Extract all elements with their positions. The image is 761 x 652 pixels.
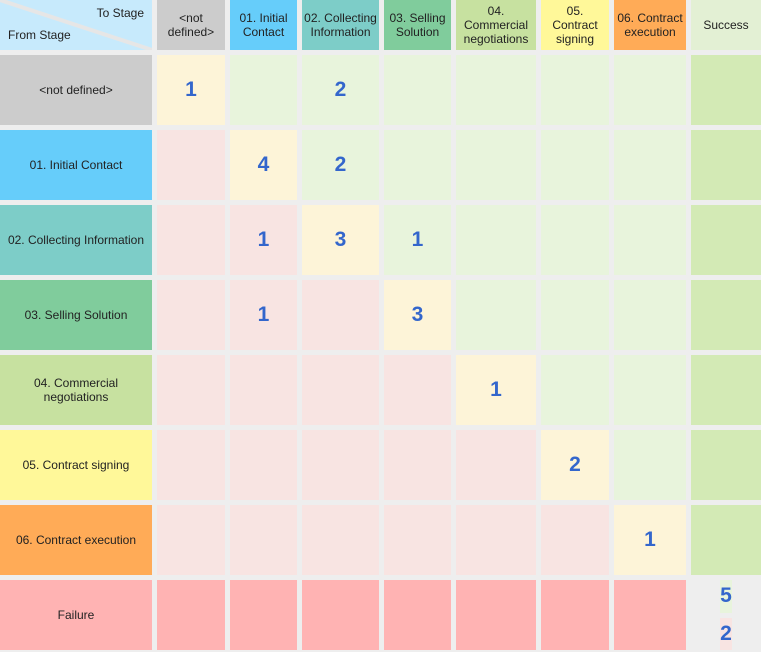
matrix-cell[interactable] bbox=[541, 130, 609, 200]
matrix-cell[interactable] bbox=[230, 55, 297, 125]
to-stage-label: To Stage bbox=[96, 6, 144, 20]
row-header[interactable]: 04. Commercial negotiations bbox=[0, 355, 152, 425]
matrix-cell[interactable] bbox=[157, 205, 225, 275]
column-header[interactable]: 04. Commercial negotiations bbox=[456, 0, 536, 50]
matrix-cell[interactable] bbox=[456, 430, 536, 500]
row-header[interactable]: 05. Contract signing bbox=[0, 430, 152, 500]
matrix-cell[interactable]: 1 bbox=[230, 280, 297, 350]
matrix-cell[interactable] bbox=[691, 130, 761, 200]
matrix-cell[interactable] bbox=[302, 505, 379, 575]
matrix-cell[interactable]: 1 bbox=[230, 205, 297, 275]
from-stage-label: From Stage bbox=[8, 28, 71, 42]
matrix-cell[interactable] bbox=[456, 280, 536, 350]
matrix-cell[interactable] bbox=[614, 280, 686, 350]
matrix-cell[interactable]: 2 bbox=[541, 430, 609, 500]
matrix-cell[interactable]: 1 bbox=[384, 205, 451, 275]
row-header[interactable]: 02. Collecting Information bbox=[0, 205, 152, 275]
matrix-cell[interactable] bbox=[157, 580, 225, 650]
count-failure[interactable]: 2 bbox=[720, 617, 732, 650]
matrix-cell[interactable]: 4 bbox=[230, 130, 297, 200]
column-header[interactable]: <not defined> bbox=[157, 0, 225, 50]
matrix-cell[interactable] bbox=[691, 430, 761, 500]
matrix-cell[interactable] bbox=[456, 55, 536, 125]
matrix-cell[interactable] bbox=[230, 355, 297, 425]
matrix-cell[interactable] bbox=[614, 430, 686, 500]
column-header[interactable]: Success bbox=[691, 0, 761, 50]
matrix-cell[interactable] bbox=[541, 280, 609, 350]
matrix-cell[interactable] bbox=[302, 580, 379, 650]
matrix-cell[interactable] bbox=[541, 580, 609, 650]
row-header[interactable]: <not defined> bbox=[0, 55, 152, 125]
row-header[interactable]: Failure bbox=[0, 580, 152, 650]
column-header[interactable]: 06. Contract execution bbox=[614, 0, 686, 50]
matrix-cell[interactable] bbox=[157, 130, 225, 200]
matrix-cell[interactable] bbox=[230, 505, 297, 575]
diagonal-divider bbox=[0, 0, 152, 50]
matrix-cell[interactable] bbox=[541, 205, 609, 275]
matrix-cell[interactable] bbox=[384, 580, 451, 650]
matrix-cell[interactable] bbox=[456, 205, 536, 275]
column-header[interactable]: 05. Contract signing bbox=[541, 0, 609, 50]
matrix-cell[interactable] bbox=[456, 130, 536, 200]
matrix-cell[interactable] bbox=[384, 130, 451, 200]
matrix-cell[interactable] bbox=[157, 280, 225, 350]
matrix-cell[interactable]: 1 bbox=[157, 55, 225, 125]
column-header[interactable]: 02. Collecting Information bbox=[302, 0, 379, 50]
matrix-cell[interactable]: 2 bbox=[302, 55, 379, 125]
row-header[interactable]: 06. Contract execution bbox=[0, 505, 152, 575]
matrix-cell[interactable]: 3 bbox=[302, 205, 379, 275]
matrix-cell[interactable] bbox=[691, 505, 761, 575]
matrix-cell[interactable] bbox=[302, 355, 379, 425]
matrix-cell[interactable]: 2 bbox=[302, 130, 379, 200]
matrix-cell[interactable] bbox=[614, 205, 686, 275]
matrix-cell[interactable] bbox=[691, 205, 761, 275]
matrix-cell[interactable] bbox=[230, 430, 297, 500]
matrix-cell[interactable] bbox=[230, 580, 297, 650]
matrix-cell[interactable] bbox=[541, 355, 609, 425]
matrix-cell[interactable]: 3 bbox=[384, 280, 451, 350]
matrix-cell[interactable] bbox=[302, 280, 379, 350]
matrix-cell[interactable] bbox=[456, 505, 536, 575]
matrix-cell[interactable] bbox=[384, 355, 451, 425]
count-success[interactable]: 5 bbox=[720, 580, 732, 613]
matrix-cell[interactable] bbox=[302, 430, 379, 500]
matrix-cell[interactable] bbox=[384, 55, 451, 125]
matrix-cell[interactable] bbox=[157, 355, 225, 425]
column-header[interactable]: 03. Selling Solution bbox=[384, 0, 451, 50]
row-header[interactable]: 01. Initial Contact bbox=[0, 130, 152, 200]
matrix-cell[interactable] bbox=[691, 280, 761, 350]
matrix-cell[interactable] bbox=[541, 505, 609, 575]
matrix-cell[interactable] bbox=[614, 580, 686, 650]
matrix-cell[interactable]: 1 bbox=[456, 355, 536, 425]
matrix-cell[interactable] bbox=[456, 580, 536, 650]
matrix-cell[interactable] bbox=[691, 55, 761, 125]
matrix-cell[interactable] bbox=[157, 505, 225, 575]
matrix-cell[interactable] bbox=[691, 355, 761, 425]
matrix-cell[interactable] bbox=[384, 430, 451, 500]
matrix-cell[interactable] bbox=[614, 355, 686, 425]
matrix-cell[interactable] bbox=[384, 505, 451, 575]
matrix-cell[interactable]: 1 bbox=[614, 505, 686, 575]
matrix-cell[interactable] bbox=[157, 430, 225, 500]
matrix-cell[interactable] bbox=[614, 130, 686, 200]
row-header[interactable]: 03. Selling Solution bbox=[0, 280, 152, 350]
matrix-cell[interactable] bbox=[541, 55, 609, 125]
corner-header: To Stage From Stage bbox=[0, 0, 152, 50]
matrix-cell[interactable] bbox=[614, 55, 686, 125]
column-header[interactable]: 01. Initial Contact bbox=[230, 0, 297, 50]
